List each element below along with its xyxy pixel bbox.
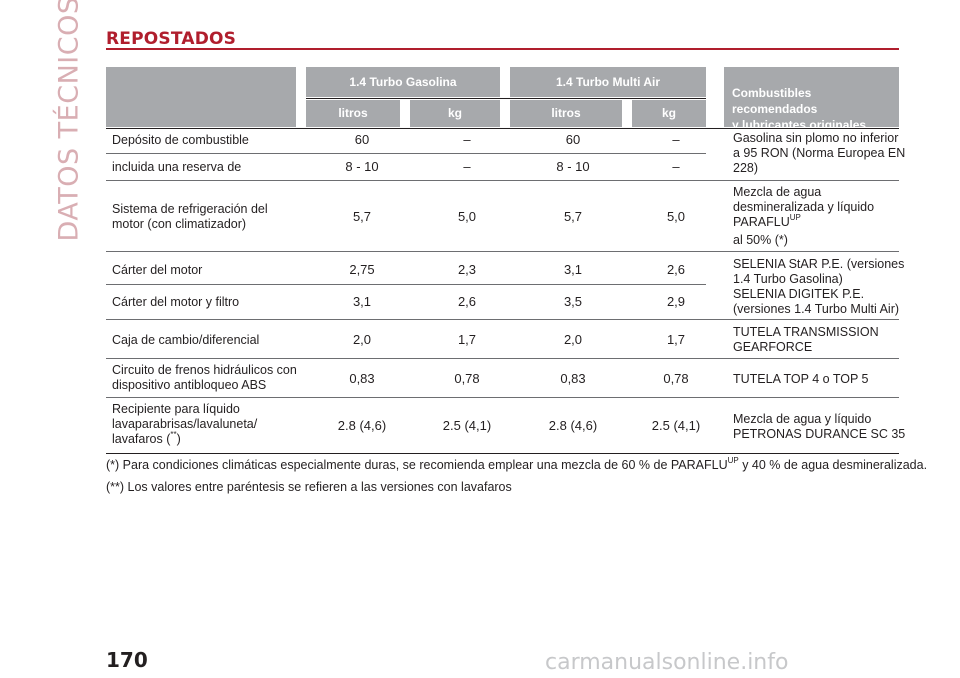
brake-spec: TUTELA TOP 4 o TOP 5	[733, 372, 869, 386]
row-divider	[106, 319, 899, 320]
fuel-spec: Gasolina sin plomo no inferior a 95 RON …	[733, 131, 906, 175]
washer-spec: Mezcla de agua y líquido PETRONAS DURANC…	[733, 412, 906, 441]
header-unit-kg-1: kg	[410, 100, 500, 127]
header-empty-cell	[106, 67, 296, 127]
row-divider	[106, 397, 899, 398]
section-title: REPOSTADOS	[106, 29, 237, 49]
row-divider	[106, 358, 899, 359]
oil-spec: SELENIA StAR P.E. (versiones 1.4 Turbo G…	[733, 257, 905, 316]
header-engine-1: 1.4 Turbo Gasolina	[306, 67, 500, 97]
row-divider	[106, 251, 899, 252]
header-engine-2: 1.4 Turbo Multi Air	[510, 67, 706, 97]
title-underline	[106, 48, 899, 50]
watermark: carmanualsonline.info	[545, 650, 789, 675]
header-unit-kg-2: kg	[632, 100, 706, 127]
row-divider	[106, 180, 899, 181]
gearbox-spec: TUTELA TRANSMISSION GEARFORCE	[733, 325, 879, 354]
row-divider	[106, 284, 706, 285]
header-fuels: Combustibles recomendados y lubricantes …	[724, 67, 899, 132]
row-divider	[106, 153, 706, 154]
header-bottom-rule	[106, 128, 899, 129]
page-number: 170	[106, 648, 148, 672]
side-section-title: DATOS TÉCNICOS	[53, 0, 85, 242]
table-bottom-rule	[106, 453, 899, 454]
header-unit-litros-1: litros	[306, 100, 400, 127]
header-unit-litros-2: litros	[510, 100, 622, 127]
footnote-2: (**) Los valores entre paréntesis se ref…	[106, 480, 512, 494]
header-divider	[306, 98, 706, 99]
footnote-1: (*) Para condiciones climáticas especial…	[106, 456, 928, 473]
coolant-spec: Mezcla de agua desmineralizada y líquido…	[733, 185, 875, 247]
